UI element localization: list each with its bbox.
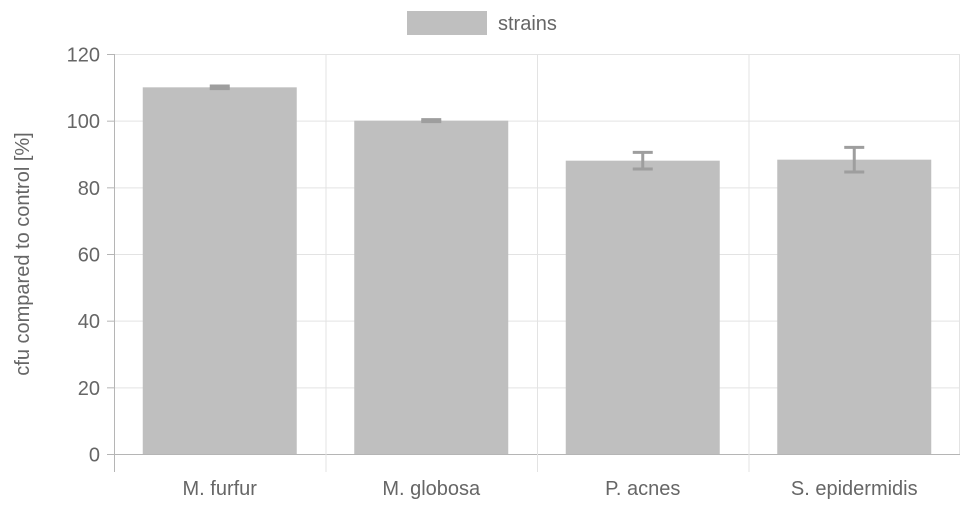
legend-label: strains [498,13,557,35]
error-bar [844,145,865,174]
bars [142,87,932,455]
x-tick-label: M. furfur [183,478,258,500]
error-bars [209,84,865,174]
axes: 0 20 40 60 80 100 120 M. furfur M. globosa P. acn… [67,45,960,500]
y-tick-label: 40 [78,311,100,333]
bar [777,159,932,454]
x-tick-label: P. acnes [605,478,680,500]
error-bar [632,150,653,171]
y-tick-label: 0 [89,445,100,467]
y-tick-label: 120 [67,45,100,67]
y-tick-label: 100 [67,111,100,133]
x-tick-label: S. epidermidis [791,478,918,500]
x-tick-label: M. globosa [382,478,481,500]
y-tick-label: 60 [78,245,100,267]
y-axis-title: cfu compared to control [%] [12,132,34,375]
y-tick-label: 20 [78,378,100,400]
legend: strains [407,11,557,35]
bar [142,87,297,454]
bar [565,160,720,454]
error-bar [421,118,442,124]
y-tick-label: 80 [78,178,100,200]
legend-swatch [407,11,487,35]
bar [354,120,509,455]
error-bar [209,84,230,91]
